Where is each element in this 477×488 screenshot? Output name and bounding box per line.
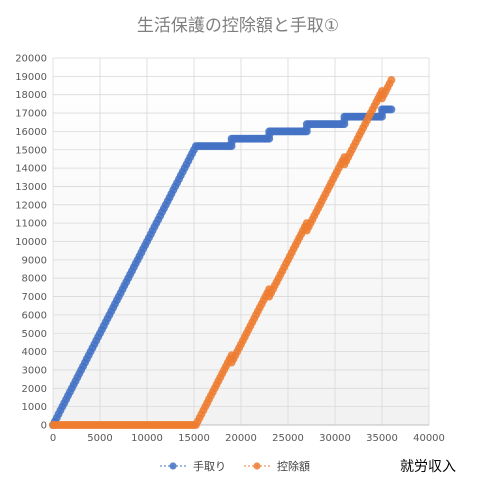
legend-label: 控除額 [277, 459, 310, 473]
legend-label: 手取り [193, 459, 226, 473]
y-tick-label: 2000 [22, 384, 47, 395]
y-tick-label: 8000 [22, 274, 47, 285]
data-point [387, 105, 396, 114]
series-deduction [49, 76, 396, 429]
x-tick-label: 30000 [319, 433, 351, 444]
y-tick-label: 15000 [15, 145, 47, 156]
y-tick-label: 14000 [15, 164, 47, 175]
x-tick-label: 10000 [131, 433, 163, 444]
legend-marker [253, 462, 261, 470]
legend-marker [169, 462, 177, 470]
y-tick-label: 18000 [15, 90, 47, 101]
y-tick-label: 13000 [15, 182, 47, 193]
x-tick-label: 35000 [366, 433, 398, 444]
y-tick-label: 20000 [15, 54, 47, 65]
series-layer [49, 76, 396, 429]
gridlines [52, 57, 430, 426]
series-net-income [49, 105, 396, 429]
y-tick-label: 3000 [22, 365, 47, 376]
y-tick-label: 17000 [15, 109, 47, 120]
y-tick-label: 16000 [15, 127, 47, 138]
y-tick-label: 7000 [22, 292, 47, 303]
x-tick-label: 15000 [178, 433, 210, 444]
y-tick-label: 0 [41, 421, 47, 432]
x-tick-label: 25000 [272, 433, 304, 444]
axes: 0 1000 2000 3000 4000 5000 6000 7000 8000 9000 100… [15, 54, 445, 445]
x-axis-label: 就労収入 [400, 459, 456, 475]
legend: 手取り 控除額 [160, 459, 310, 473]
chart-title: 生活保護の控除額と手取① [137, 16, 339, 36]
x-tick-label: 40000 [413, 433, 445, 444]
y-tick-label: 1000 [22, 402, 47, 413]
y-tick-label: 4000 [22, 347, 47, 358]
x-tick-label: 20000 [225, 433, 257, 444]
y-tick-label: 11000 [15, 219, 47, 230]
y-tick-label: 9000 [22, 255, 47, 266]
y-tick-label: 6000 [22, 310, 47, 321]
x-tick-label: 0 [50, 433, 56, 444]
y-tick-label: 19000 [15, 72, 47, 83]
y-tick-label: 12000 [15, 200, 47, 211]
y-tick-label: 5000 [22, 329, 47, 340]
data-point [387, 76, 396, 85]
y-tick-label: 10000 [15, 237, 47, 248]
x-tick-label: 5000 [87, 433, 112, 444]
